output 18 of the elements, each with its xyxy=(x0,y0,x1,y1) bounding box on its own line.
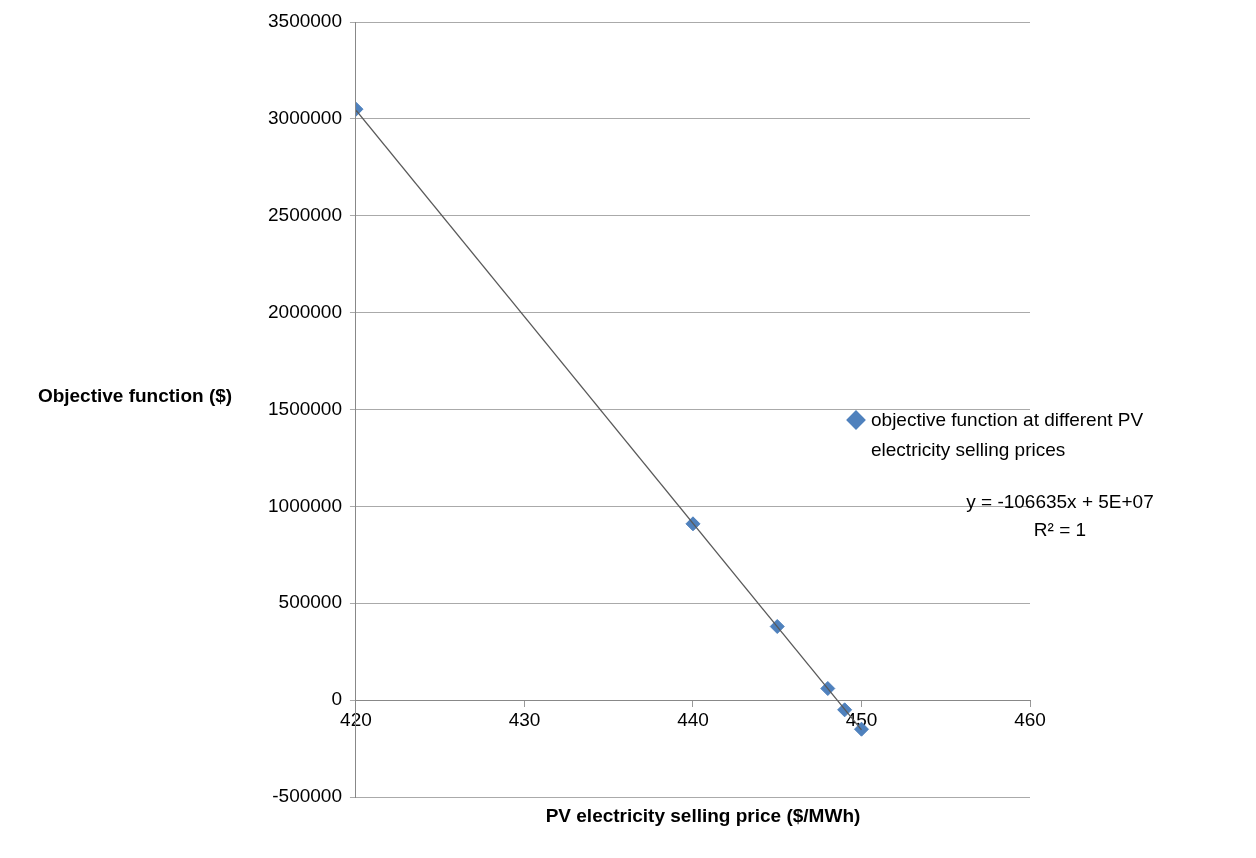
legend-label: objective function at different PV electricity selling prices xyxy=(871,408,1145,462)
x-tick-label: 430 xyxy=(508,708,541,730)
y-tick-label: 1500000 xyxy=(268,397,342,419)
text: R² = 1 xyxy=(1032,518,1088,542)
y-tick-label: 1000000 xyxy=(268,494,342,516)
x-tick-label: 440 xyxy=(677,708,709,730)
y-tick-label: 2000000 xyxy=(268,300,342,322)
y-tick-label: 2500000 xyxy=(268,203,342,225)
y-axis-title: Objective function ($) xyxy=(36,385,234,407)
y-tick-label: 0 xyxy=(331,688,342,710)
annotation: y = -106635x + 5E+07 xyxy=(965,490,1155,514)
y-tick-label: -500000 xyxy=(272,785,342,807)
y-tick-label: 3500000 xyxy=(268,10,342,32)
x-axis-title: PV electricity selling price ($/MWh) xyxy=(544,805,862,827)
y-tick-label: 500000 xyxy=(278,591,342,613)
x-tick-label: 420 xyxy=(340,708,372,730)
y-tick-label: 3000000 xyxy=(268,107,342,129)
x-tick-label: 460 xyxy=(1014,708,1046,730)
